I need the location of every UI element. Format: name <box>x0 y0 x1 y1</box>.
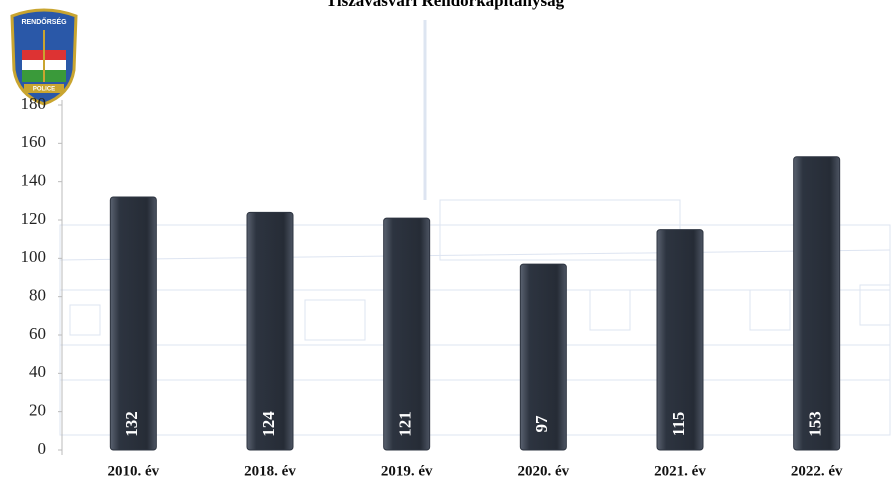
background-sketch <box>59 20 891 436</box>
x-tick-label: 2021. év <box>654 463 706 479</box>
value-label: 97 <box>532 415 551 433</box>
logo-bottom-text: POLICE <box>33 87 55 93</box>
bar <box>109 196 157 451</box>
y-tick-label: 60 <box>29 324 46 343</box>
chart-title: Tiszavasvári Rendőrkapitányság <box>326 0 565 10</box>
x-tick-label: 2010. év <box>107 463 159 479</box>
y-tick-label: 160 <box>21 132 47 151</box>
y-tick-label: 80 <box>29 286 46 305</box>
bar <box>656 229 704 451</box>
logo-top-text: RENDŐRSÉG <box>21 17 67 26</box>
x-tick-label: 2020. év <box>517 463 569 479</box>
logo: RENDŐRSÉG POLICE <box>10 8 78 106</box>
x-tick-label: 2019. év <box>381 463 433 479</box>
y-tick-label: 140 <box>21 171 47 190</box>
y-tick-label: 0 <box>38 439 47 458</box>
bar <box>793 156 841 451</box>
x-tick-label: 2022. év <box>791 463 843 479</box>
y-tick-label: 20 <box>29 401 46 420</box>
bar <box>519 263 567 451</box>
y-tick-label: 100 <box>21 247 47 266</box>
value-label: 121 <box>396 411 415 437</box>
bar <box>246 211 294 451</box>
y-tick-label: 40 <box>29 362 46 381</box>
value-label: 115 <box>669 412 688 437</box>
y-tick-label: 120 <box>21 209 47 228</box>
bar <box>383 217 431 451</box>
value-label: 153 <box>806 411 825 437</box>
value-label: 124 <box>259 411 278 437</box>
y-tick-label: 180 <box>21 94 47 113</box>
x-tick-label: 2018. év <box>244 463 296 479</box>
value-label: 132 <box>122 411 141 437</box>
